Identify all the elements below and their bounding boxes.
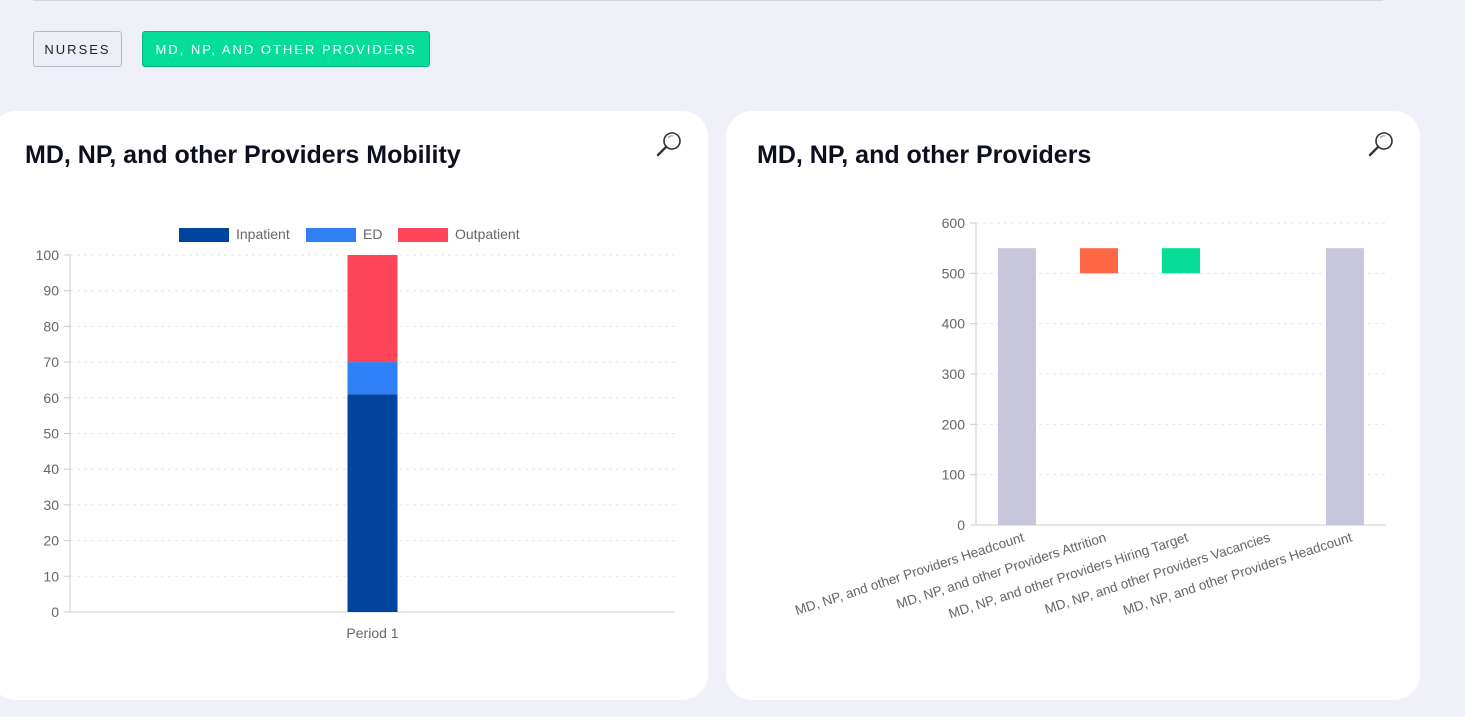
y-tick-label: 30 — [43, 497, 59, 513]
magnifier-icon[interactable] — [1366, 129, 1396, 159]
legend-label-outpatient: Outpatient — [455, 226, 520, 242]
bar-headcount — [998, 248, 1036, 525]
legend-label-ed: ED — [363, 226, 382, 242]
top-divider — [33, 0, 1383, 1]
bar-ed — [347, 362, 398, 395]
y-tick-label: 10 — [43, 568, 59, 584]
tab-md-np-other-providers[interactable]: MD, NP, AND OTHER PROVIDERS — [142, 31, 430, 67]
legend-swatch-inpatient — [179, 228, 229, 242]
mobility-chart: Inpatient ED Outpatient 0 10 20 30 40 50 60 70 80 90… — [36, 226, 675, 641]
y-tick-label: 80 — [43, 318, 59, 334]
magnifier-icon[interactable] — [654, 129, 684, 159]
tab-nurses[interactable]: NURSES — [33, 31, 122, 67]
bar-attrition — [1080, 248, 1118, 274]
y-tick-label: 70 — [43, 354, 59, 370]
y-tick-label: 60 — [43, 390, 59, 406]
bar-hiring-target — [1162, 248, 1200, 274]
y-tick-label: 400 — [942, 316, 966, 332]
legend-swatch-outpatient — [398, 228, 448, 242]
y-tick-label: 0 — [957, 517, 965, 533]
y-tick-label: 40 — [43, 461, 59, 477]
y-tick-label: 300 — [942, 366, 966, 382]
y-tick-label: 600 — [942, 215, 966, 231]
x-tick-label: Period 1 — [346, 625, 398, 641]
mobility-chart-card: MD, NP, and other Providers Mobility Inp… — [0, 111, 708, 700]
y-tick-label: 100 — [942, 467, 966, 483]
y-tick-label: 100 — [36, 247, 60, 263]
bar-headcount-end — [1326, 248, 1364, 525]
mobility-chart-title: MD, NP, and other Providers Mobility — [25, 141, 461, 169]
y-tick-label: 500 — [942, 265, 966, 281]
bar-inpatient — [347, 394, 398, 612]
legend-label-inpatient: Inpatient — [236, 226, 290, 242]
y-tick-label: 20 — [43, 533, 59, 549]
legend-swatch-ed — [306, 228, 356, 242]
y-tick-label: 0 — [51, 604, 59, 620]
y-tick-label: 200 — [942, 416, 966, 432]
providers-chart-title: MD, NP, and other Providers — [757, 141, 1092, 169]
y-tick-label: 90 — [43, 283, 59, 299]
bar-outpatient — [347, 255, 398, 363]
providers-waterfall-card: MD, NP, and other Providers 0 100 200 300 40… — [726, 111, 1420, 700]
y-tick-label: 50 — [43, 426, 59, 442]
